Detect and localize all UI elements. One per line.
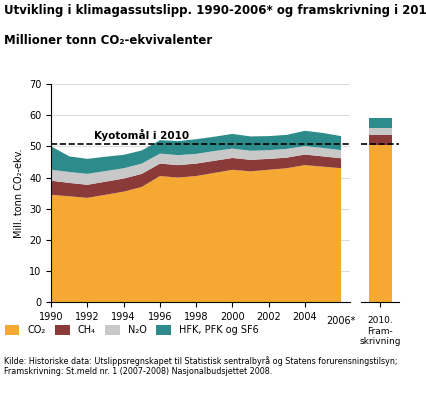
Bar (368, 128, 391, 136)
Bar (368, 136, 391, 145)
Text: Millioner tonn CO₂-ekvivalenter: Millioner tonn CO₂-ekvivalenter (4, 34, 212, 47)
Text: Kilde: Historiske data: Utslippsregnskapet til Statistisk sentralbyrå og Statens: Kilde: Historiske data: Utslippsregnskap… (4, 356, 397, 376)
Bar (368, 118, 391, 128)
Text: 2010.
Fram-
skrivning: 2010. Fram- skrivning (358, 316, 400, 346)
Text: Kyotomål i 2010: Kyotomål i 2010 (94, 129, 189, 142)
Y-axis label: Mill. tonn CO₂-ekv.: Mill. tonn CO₂-ekv. (14, 148, 23, 238)
Text: 2006*: 2006* (325, 316, 355, 326)
Text: Utvikling i klimagassutslipp. 1990-2006* og framskrivning i 2010.: Utvikling i klimagassutslipp. 1990-2006*… (4, 4, 426, 17)
Bar (368, 145, 391, 302)
Legend: CO₂, CH₄, N₂O, HFK, PFK og SF6: CO₂, CH₄, N₂O, HFK, PFK og SF6 (5, 325, 258, 335)
